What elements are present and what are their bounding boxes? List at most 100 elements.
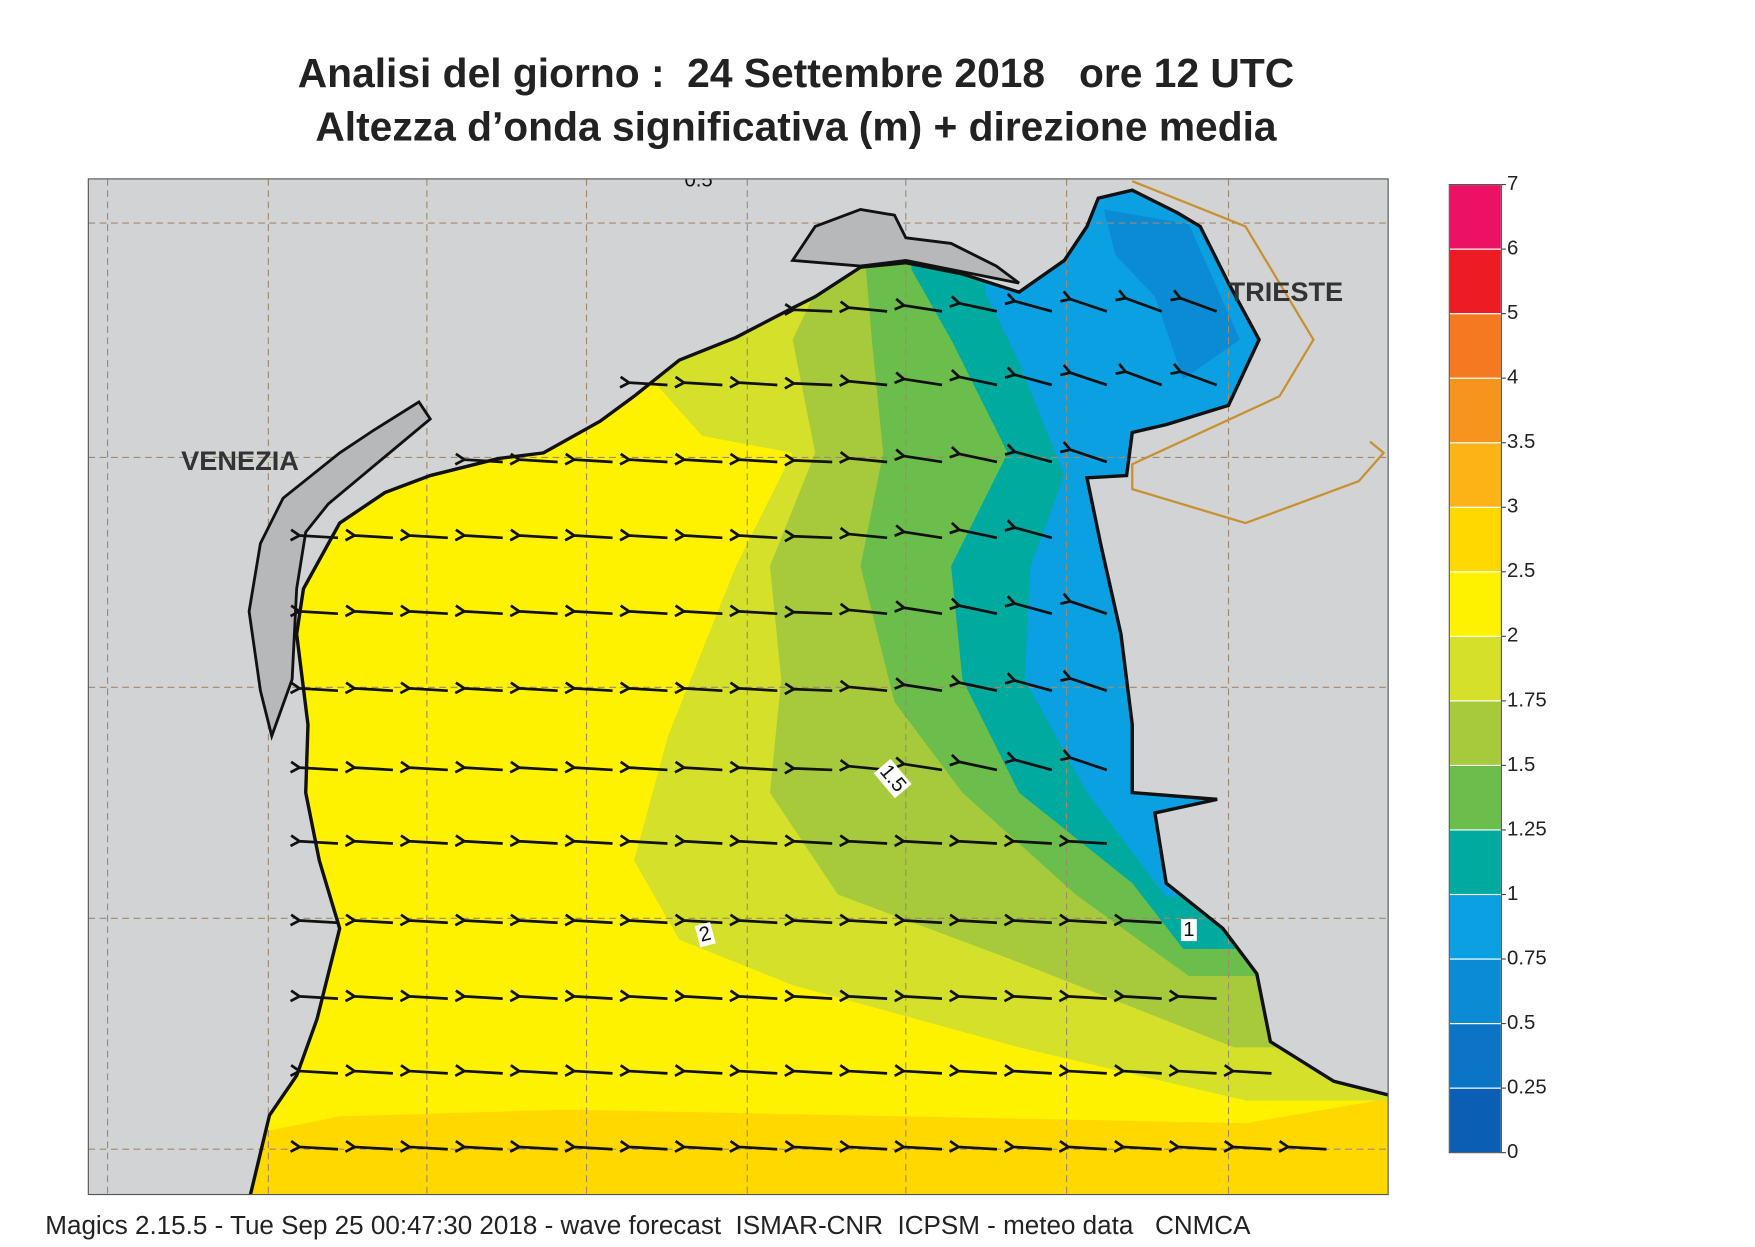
direction-arrow	[289, 528, 339, 542]
direction-arrow	[1168, 1140, 1217, 1153]
direction-arrow	[289, 1140, 339, 1153]
contour-label: 2	[697, 923, 714, 947]
direction-arrow	[289, 760, 339, 774]
contour-label: 1	[1183, 919, 1194, 941]
colorbar-label: 3.5	[1507, 431, 1535, 453]
direction-arrow	[784, 376, 833, 390]
colorbar-box	[1448, 313, 1502, 379]
direction-arrow	[1058, 1140, 1107, 1153]
colorbar-label: 4	[1507, 367, 1518, 389]
wave-band	[1103, 209, 1240, 380]
direction-arrow	[1060, 749, 1108, 772]
direction-arrow	[839, 602, 888, 616]
direction-arrow	[454, 913, 503, 927]
direction-arrow	[1003, 1064, 1052, 1077]
direction-arrow	[454, 452, 503, 466]
contour-label-bg	[873, 758, 912, 799]
direction-arrow	[894, 524, 943, 540]
direction-arrow	[894, 297, 943, 313]
colorbar-label: 1	[1507, 883, 1518, 905]
direction-arrows	[289, 289, 1327, 1153]
direction-arrow	[454, 1064, 503, 1077]
direction-arrow	[674, 681, 723, 695]
direction-arrow	[564, 834, 613, 848]
direction-arrow	[344, 1140, 393, 1153]
direction-arrow	[564, 528, 613, 542]
direction-arrow	[454, 528, 503, 542]
direction-arrow	[1004, 595, 1053, 615]
direction-arrow	[894, 756, 943, 772]
colorbar-label: 1.25	[1507, 818, 1547, 840]
direction-arrow	[1278, 1140, 1327, 1153]
direction-arrow	[784, 913, 833, 927]
direction-arrow	[893, 1064, 943, 1077]
direction-arrow	[949, 674, 998, 693]
direction-arrow	[949, 597, 998, 616]
direction-arrow	[344, 913, 393, 927]
direction-arrow	[784, 1140, 833, 1153]
direction-arrow	[619, 452, 668, 466]
direction-arrow	[1004, 672, 1053, 692]
direction-arrow	[564, 1140, 613, 1153]
colorbar-label: 0	[1507, 1141, 1518, 1163]
direction-arrow	[674, 1140, 723, 1153]
direction-arrow	[839, 989, 888, 1003]
direction-arrow	[509, 1064, 558, 1077]
direction-arrow	[564, 989, 613, 1003]
direction-arrow	[1058, 834, 1107, 848]
subtitle: Altezza d’onda significativa (m) + direz…	[315, 103, 1277, 149]
colorbar-box	[1448, 377, 1502, 444]
direction-arrow	[729, 1064, 778, 1077]
colorbar-label: 0.75	[1507, 947, 1547, 969]
colorbar-label: 2.5	[1507, 560, 1535, 582]
title: Analisi del giorno : 24 Settembre 2018 o…	[298, 50, 1294, 96]
direction-arrow	[1058, 989, 1107, 1003]
direction-arrow	[1060, 290, 1108, 313]
colorbar-box	[1448, 958, 1502, 1025]
direction-arrow	[729, 989, 778, 1003]
direction-arrow	[894, 677, 943, 693]
direction-arrow	[1113, 989, 1162, 1003]
direction-arrow	[674, 1064, 723, 1077]
direction-arrow	[1003, 834, 1052, 848]
direction-arrow	[839, 1064, 888, 1077]
direction-arrow	[948, 1064, 998, 1077]
direction-arrow	[1223, 1064, 1272, 1077]
direction-arrow	[399, 1064, 448, 1077]
colorbar-label: 7	[1507, 173, 1518, 195]
direction-arrow	[674, 452, 723, 466]
direction-arrow	[729, 528, 778, 542]
colorbar-label: 6	[1507, 237, 1518, 259]
direction-arrow	[454, 989, 503, 1003]
direction-arrow	[1004, 519, 1053, 540]
direction-arrow	[1170, 362, 1218, 387]
direction-arrow	[1004, 292, 1053, 313]
direction-arrow	[509, 604, 558, 618]
direction-arrow	[1060, 364, 1108, 387]
direction-arrow	[729, 375, 778, 389]
place-label: TRIESTE	[1229, 276, 1344, 307]
direction-arrow	[289, 604, 339, 618]
direction-arrow	[839, 526, 888, 540]
direction-arrow	[509, 989, 558, 1003]
lagoon-land	[247, 400, 433, 741]
direction-arrow	[729, 834, 778, 848]
direction-arrow	[1113, 1140, 1162, 1153]
direction-arrow	[729, 452, 778, 466]
direction-arrow	[399, 528, 448, 542]
direction-arrow	[399, 989, 448, 1003]
direction-arrow	[1168, 1064, 1217, 1077]
wave-band	[249, 1096, 1389, 1195]
direction-arrow	[454, 1140, 503, 1153]
colorbar-box	[1448, 764, 1502, 831]
direction-arrow	[948, 913, 998, 927]
direction-arrow	[344, 989, 393, 1003]
direction-arrow	[1223, 1140, 1272, 1153]
direction-arrow	[509, 1140, 558, 1153]
direction-arrow	[674, 834, 723, 848]
direction-arrow	[894, 448, 943, 464]
colorbar-box	[1448, 506, 1502, 573]
direction-arrow	[289, 834, 339, 848]
direction-arrow	[784, 1064, 833, 1077]
